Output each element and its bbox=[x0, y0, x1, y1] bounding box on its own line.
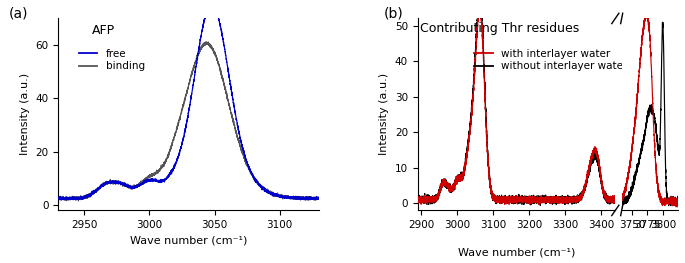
Legend: free, binding: free, binding bbox=[77, 47, 147, 73]
Text: (a): (a) bbox=[9, 7, 28, 21]
Text: Contributing Thr residues: Contributing Thr residues bbox=[420, 22, 579, 35]
Text: Wave number (cm⁻¹): Wave number (cm⁻¹) bbox=[458, 248, 576, 258]
X-axis label: Wave number (cm⁻¹): Wave number (cm⁻¹) bbox=[129, 236, 247, 246]
Y-axis label: Intensity (a.u.): Intensity (a.u.) bbox=[20, 73, 30, 155]
Y-axis label: Intensity (a.u.): Intensity (a.u.) bbox=[379, 73, 389, 155]
Text: (b): (b) bbox=[384, 7, 404, 21]
Text: AFP: AFP bbox=[92, 24, 115, 37]
Legend: with interlayer water, without interlayer water: with interlayer water, without interlaye… bbox=[472, 47, 630, 73]
